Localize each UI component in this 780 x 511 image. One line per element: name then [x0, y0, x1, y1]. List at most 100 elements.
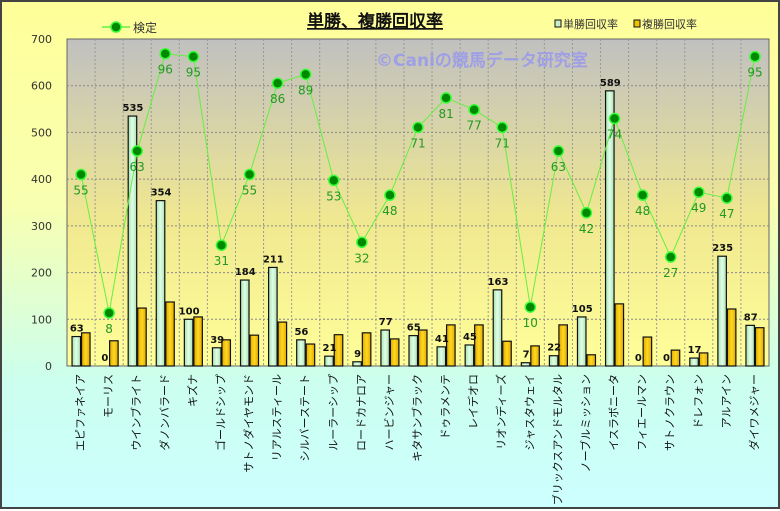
- line-marker: [749, 50, 761, 63]
- line-marker: [693, 186, 705, 198]
- x-category-label: サトノダイヤモンド: [242, 374, 256, 473]
- x-category-label: ブリックスアンドモルタル: [550, 374, 564, 505]
- data-label-kentei: 55: [73, 184, 88, 198]
- bar-tansho: [689, 357, 699, 367]
- data-label-tansho: 100: [179, 306, 200, 317]
- line-marker: [524, 301, 537, 313]
- data-label-tansho: 56: [294, 327, 308, 338]
- bar-fukusho: [277, 321, 288, 367]
- data-label-kentei: 48: [382, 204, 397, 218]
- bar-tansho: [717, 255, 727, 367]
- data-label-tansho: 65: [407, 323, 421, 334]
- data-label-tansho: 7: [523, 350, 530, 361]
- x-category-label: エピファネイア: [74, 374, 87, 451]
- y-tick-label: 200: [31, 267, 52, 280]
- bar-tansho: [520, 362, 531, 367]
- bar-tansho: [576, 316, 587, 367]
- line-marker: [187, 50, 200, 63]
- x-category-label: ノーブルミッション: [578, 374, 592, 472]
- data-label-tansho: 0: [101, 353, 108, 364]
- x-category-label: ゴールドシップ: [213, 374, 227, 451]
- bar-tansho: [127, 115, 138, 367]
- line-marker: [468, 103, 480, 116]
- data-label-kentei: 95: [747, 66, 762, 80]
- bar-fukusho: [249, 334, 260, 367]
- data-label-tansho: 87: [744, 312, 758, 323]
- bar-tansho: [548, 355, 559, 367]
- line-marker: [721, 192, 733, 204]
- line-marker: [384, 189, 396, 201]
- bar-fukusho: [586, 354, 597, 367]
- bar-tansho: [155, 200, 166, 367]
- bar-tansho: [211, 347, 222, 367]
- data-label-tansho: 22: [547, 343, 561, 354]
- bar-tansho: [604, 90, 615, 367]
- bar-fukusho: [474, 324, 484, 367]
- data-label-kentei: 86: [270, 92, 285, 106]
- line-marker: [271, 77, 284, 89]
- y-tick-label: 700: [31, 33, 52, 46]
- line-marker: [608, 112, 621, 125]
- legend-line: 検定: [102, 20, 157, 35]
- data-label-tansho: 9: [354, 349, 361, 360]
- bar-tansho: [464, 344, 475, 367]
- data-label-tansho: 63: [70, 324, 84, 335]
- data-label-kentei: 49: [691, 201, 706, 215]
- data-label-kentei: 27: [663, 266, 678, 280]
- line-marker: [412, 121, 424, 134]
- bar-tansho: [436, 346, 447, 367]
- bar-fukusho: [445, 324, 456, 367]
- bar-fukusho: [726, 308, 737, 367]
- x-category-label: リオンディーズ: [494, 374, 508, 450]
- bar-tansho: [745, 324, 756, 367]
- data-label-kentei: 77: [467, 119, 482, 133]
- data-label-kentei: 96: [158, 63, 173, 77]
- data-label-kentei: 95: [186, 66, 201, 80]
- bar-tansho: [324, 355, 334, 367]
- line-marker: [356, 236, 368, 249]
- y-tick-label: 600: [31, 80, 52, 93]
- bar-fukusho: [530, 345, 540, 367]
- bar-fukusho: [614, 303, 625, 367]
- bar-fukusho: [389, 338, 400, 367]
- legend-label-tansho: 単勝回収率: [563, 17, 618, 31]
- data-label-tansho: 163: [488, 277, 509, 288]
- data-label-tansho: 39: [210, 335, 224, 346]
- line-marker: [103, 307, 115, 319]
- line-marker: [552, 145, 565, 157]
- x-category-label: ルーラーシップ: [327, 374, 340, 451]
- watermark: ©Caniの競馬データ研究室: [376, 50, 588, 71]
- legend-swatch-tansho: [554, 19, 562, 28]
- x-category-label: キズナ: [185, 374, 199, 407]
- x-category-label: ロードカナロア: [355, 374, 368, 451]
- x-category-label: サトノクラウン: [664, 374, 677, 451]
- data-label-kentei: 8: [105, 322, 113, 336]
- bar-tansho: [183, 318, 194, 367]
- line-marker: [580, 207, 593, 219]
- bar-fukusho: [137, 307, 147, 367]
- data-label-tansho: 589: [600, 78, 621, 89]
- data-label-tansho: 17: [688, 345, 702, 356]
- data-label-kentei: 63: [551, 160, 566, 174]
- x-category-label: レイデオロ: [466, 374, 480, 429]
- bar-fukusho: [361, 332, 372, 367]
- data-label-tansho: 535: [123, 103, 144, 114]
- bar-fukusho: [165, 301, 175, 367]
- bar-fukusho: [109, 340, 119, 367]
- y-tick-label: 400: [31, 173, 52, 186]
- bar-fukusho: [642, 336, 653, 367]
- data-label-tansho: 77: [379, 317, 393, 328]
- bar-fukusho: [754, 327, 765, 367]
- bar-tansho: [71, 335, 82, 367]
- x-category-label: ドゥラメンテ: [439, 374, 452, 440]
- x-category-label: モーリス: [102, 374, 115, 418]
- x-category-label: キタサンブラック: [410, 374, 424, 462]
- data-label-kentei: 89: [298, 83, 313, 97]
- data-label-kentei: 48: [635, 204, 650, 218]
- bar-fukusho: [80, 332, 91, 367]
- bar-fukusho: [502, 340, 512, 367]
- data-label-kentei: 10: [523, 316, 538, 330]
- data-label-tansho: 235: [712, 243, 733, 254]
